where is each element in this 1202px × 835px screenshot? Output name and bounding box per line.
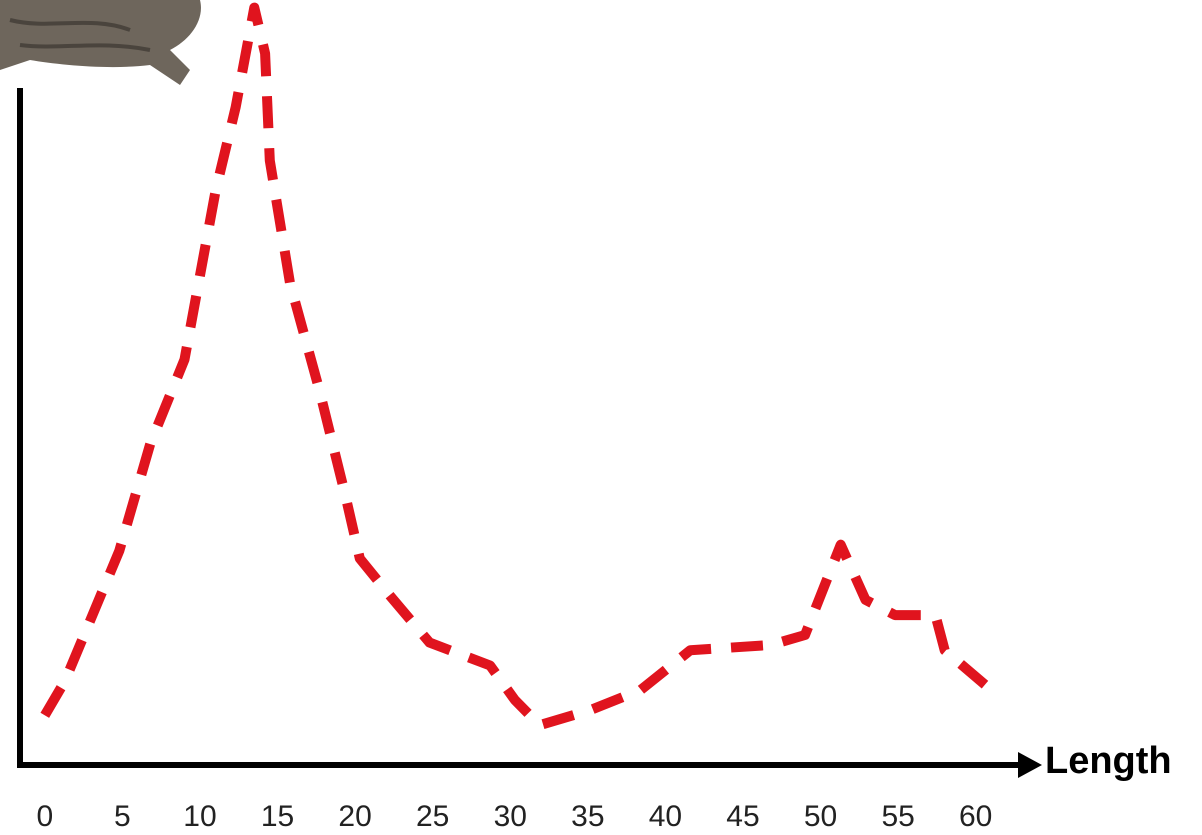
x-tick-label: 30	[494, 800, 527, 833]
x-tick-label: 10	[183, 800, 216, 833]
brain-illustration	[0, 0, 201, 85]
x-tick-label: 20	[338, 800, 371, 833]
x-tick-label: 35	[571, 800, 604, 833]
x-tick-label: 50	[804, 800, 837, 833]
x-tick-label: 0	[36, 800, 53, 833]
x-tick-label: 60	[959, 800, 992, 833]
chart: Length 0 5 10 15 20 25 30 35 40 45 50 55 60	[0, 0, 1202, 835]
x-tick-label: 15	[261, 800, 294, 833]
x-axis-arrow	[1018, 752, 1042, 778]
x-tick-label: 5	[114, 800, 131, 833]
x-tick-label: 45	[726, 800, 759, 833]
x-axis-title: Length	[1045, 740, 1172, 782]
data-line	[45, 8, 985, 726]
x-tick-label: 40	[649, 800, 682, 833]
x-tick-label: 25	[416, 800, 449, 833]
x-tick-label: 55	[881, 800, 914, 833]
